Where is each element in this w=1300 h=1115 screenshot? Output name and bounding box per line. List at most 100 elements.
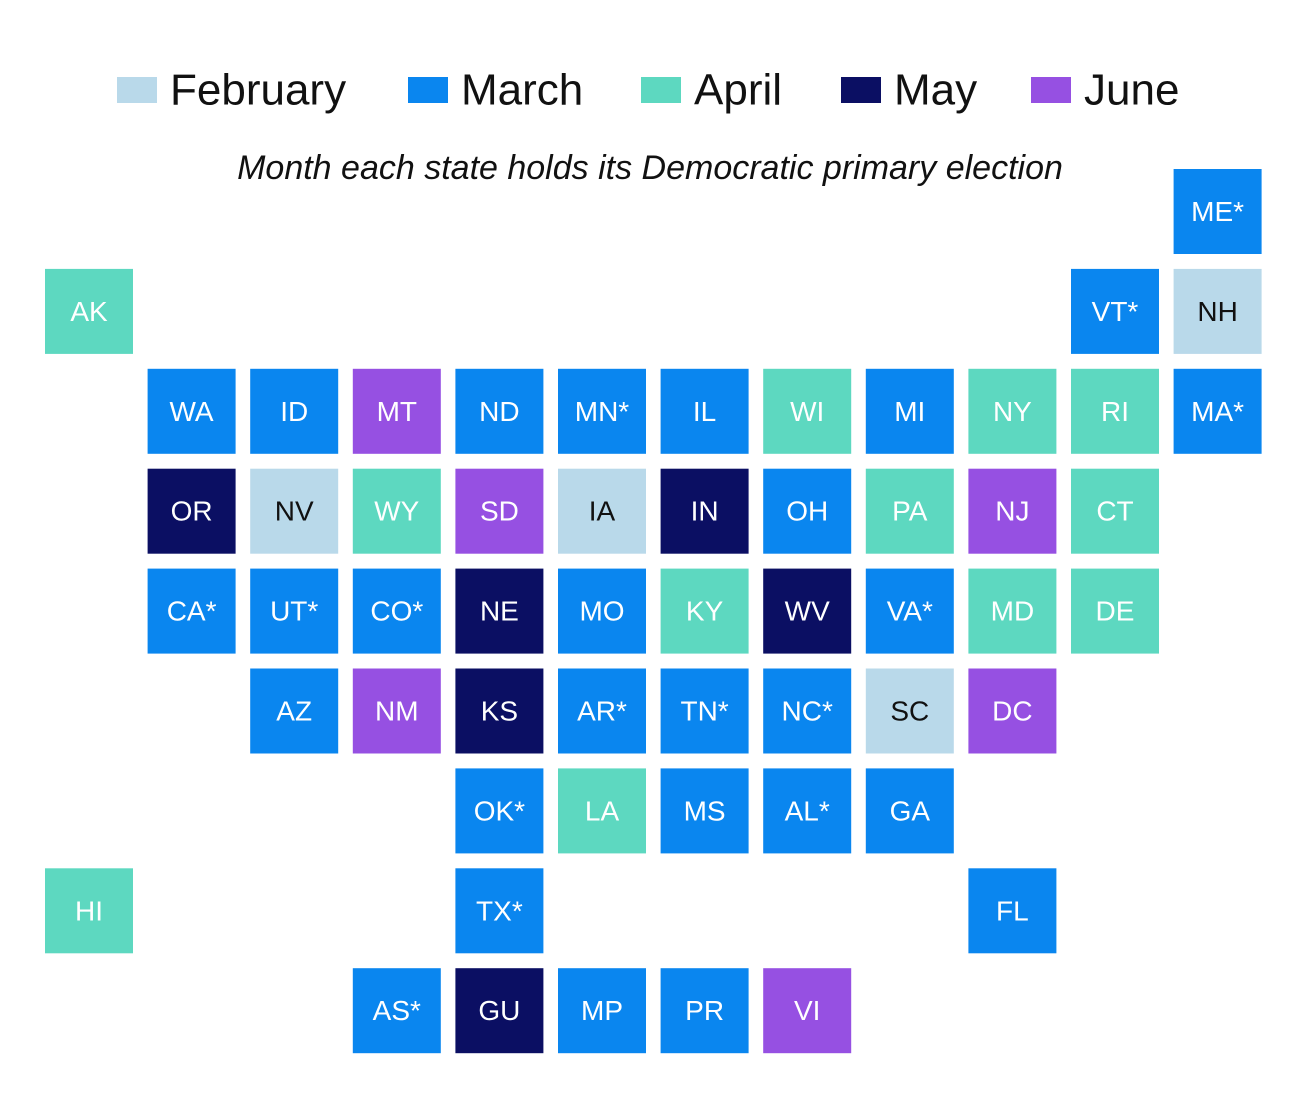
state-label: VI	[794, 995, 820, 1026]
state-tile	[865, 468, 954, 554]
state-tile	[660, 568, 749, 654]
state-tile	[558, 768, 646, 854]
state-tile	[352, 368, 441, 454]
state-tile	[45, 868, 133, 954]
state-label: CT	[1096, 496, 1133, 527]
legend-label: March	[461, 66, 583, 115]
state-tile	[865, 568, 954, 654]
subtitle: Month each state holds its Democratic pr…	[237, 149, 1063, 187]
state-label: GA	[890, 795, 931, 826]
state-tile	[763, 968, 852, 1054]
state-label: CA*	[167, 596, 217, 627]
state-label: OH	[786, 496, 828, 527]
state-tile	[763, 368, 852, 454]
legend-swatch	[117, 77, 157, 103]
legend-swatch	[841, 77, 881, 103]
state-tile	[455, 968, 544, 1054]
state-tile	[455, 368, 544, 454]
state-tile	[558, 568, 646, 654]
state-tile	[1071, 368, 1159, 454]
legend-swatch	[408, 77, 448, 103]
state-tile	[968, 868, 1057, 954]
state-tile	[660, 368, 749, 454]
state-label: MI	[894, 396, 925, 427]
state-label: OK*	[474, 795, 525, 826]
state-label: MN*	[575, 396, 630, 427]
state-label: AR*	[577, 696, 627, 727]
state-label: AZ	[276, 696, 312, 727]
state-tile	[865, 368, 954, 454]
state-label: UT*	[270, 596, 318, 627]
state-label: MO	[579, 596, 624, 627]
state-label: MP	[581, 995, 623, 1026]
state-label: MA*	[1191, 396, 1244, 427]
state-label: AL*	[785, 795, 830, 826]
state-tile	[1173, 368, 1262, 454]
state-label: IL	[693, 396, 716, 427]
state-label: FL	[996, 895, 1029, 926]
state-tile	[660, 668, 749, 754]
state-label: VT*	[1092, 296, 1139, 327]
state-label: WV	[785, 596, 830, 627]
state-label: KY	[686, 596, 724, 627]
state-label: ME*	[1191, 196, 1244, 227]
state-label: GU	[478, 995, 520, 1026]
legend-label: February	[170, 66, 346, 115]
state-tile	[147, 368, 236, 454]
state-tile	[660, 468, 749, 554]
state-tile	[455, 868, 544, 954]
state-tile	[763, 468, 852, 554]
state-label: NJ	[995, 496, 1029, 527]
state-tile	[660, 768, 749, 854]
state-tile	[455, 668, 544, 754]
state-label: NH	[1197, 296, 1237, 327]
legend-label: April	[694, 66, 782, 115]
state-tile	[455, 468, 544, 554]
state-label: ND	[479, 396, 519, 427]
state-tile	[763, 568, 852, 654]
state-tile	[1071, 568, 1159, 654]
state-tile	[455, 568, 544, 654]
state-label: AS*	[373, 995, 421, 1026]
state-tile	[250, 468, 339, 554]
state-label: MS	[684, 795, 726, 826]
state-tile	[1071, 468, 1159, 554]
state-label: NC*	[782, 696, 833, 727]
state-label: IA	[589, 496, 616, 527]
state-label: AK	[70, 296, 108, 327]
state-tile	[558, 468, 646, 554]
state-label: KS	[481, 696, 518, 727]
state-label: TN*	[680, 696, 728, 727]
state-tile	[352, 968, 441, 1054]
state-tile	[352, 568, 441, 654]
state-label: NE	[480, 596, 519, 627]
state-tile	[660, 968, 749, 1054]
state-tile	[968, 568, 1057, 654]
state-label: ID	[280, 396, 308, 427]
state-label: WY	[374, 496, 419, 527]
state-label: HI	[75, 895, 103, 926]
state-tile	[147, 468, 236, 554]
state-tile	[968, 468, 1057, 554]
state-tile	[558, 968, 646, 1054]
state-label: SD	[480, 496, 519, 527]
legend-swatch	[1031, 77, 1071, 103]
state-label: RI	[1101, 396, 1129, 427]
state-tile	[1173, 268, 1262, 354]
state-tile	[147, 568, 236, 654]
state-tile	[45, 268, 133, 354]
state-tile	[968, 668, 1057, 754]
state-tile	[250, 668, 339, 754]
state-label: CO*	[370, 596, 423, 627]
state-label: WI	[790, 396, 824, 427]
state-label: MT	[377, 396, 417, 427]
legend-label: May	[894, 66, 977, 115]
state-tile	[865, 768, 954, 854]
state-tile	[455, 768, 544, 854]
state-label: WA	[170, 396, 214, 427]
state-label: SC	[890, 696, 929, 727]
state-tile	[968, 368, 1057, 454]
state-tile	[250, 368, 339, 454]
state-label: PR	[685, 995, 724, 1026]
